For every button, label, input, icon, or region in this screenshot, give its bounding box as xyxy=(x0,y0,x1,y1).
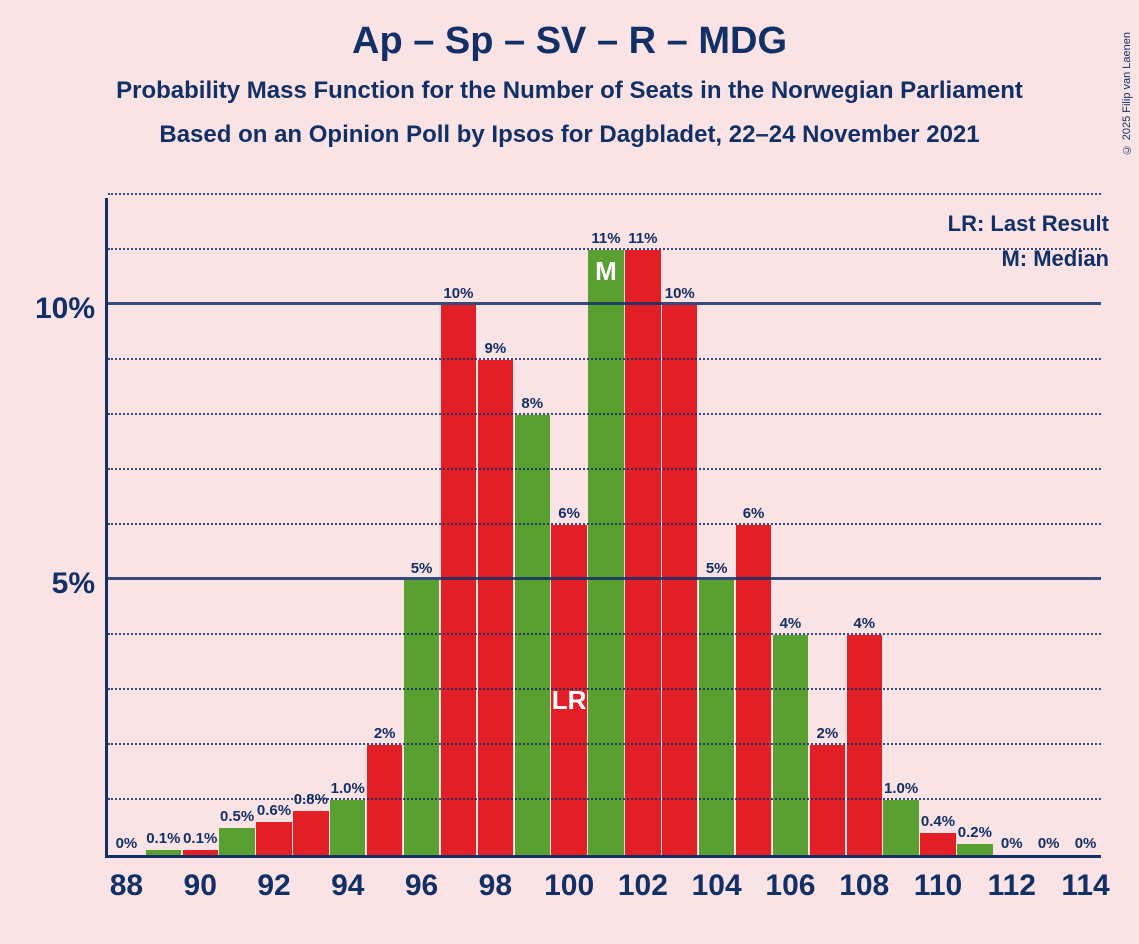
bar-inner-label: M xyxy=(588,256,623,287)
bar: 0.4% xyxy=(920,833,955,855)
x-tick-label: 98 xyxy=(479,869,512,903)
bar-value-label: 5% xyxy=(404,560,439,577)
y-tick-label: 5% xyxy=(25,567,95,601)
bar: 6% xyxy=(736,525,771,855)
bar-value-label: 0% xyxy=(1068,835,1103,852)
bar: 8% xyxy=(515,415,550,855)
bar: 5% xyxy=(404,580,439,855)
bar: 4% xyxy=(847,635,882,855)
bar-value-label: 0.2% xyxy=(957,824,992,841)
bar-value-label: 0% xyxy=(109,835,144,852)
chart-title: Ap – Sp – SV – R – MDG xyxy=(0,20,1139,63)
bar-value-label: 4% xyxy=(773,615,808,632)
bar: 5% xyxy=(699,580,734,855)
x-tick-label: 90 xyxy=(184,869,217,903)
x-tick-label: 102 xyxy=(618,869,668,903)
bar-value-label: 1.0% xyxy=(330,780,365,797)
x-tick-label: 108 xyxy=(839,869,889,903)
bar-value-label: 6% xyxy=(551,505,586,522)
x-tick-label: 94 xyxy=(331,869,364,903)
bar-value-label: 0.5% xyxy=(219,808,254,825)
gridline-major xyxy=(108,577,1101,580)
bar: 0.5% xyxy=(219,828,254,856)
bar: 0.8% xyxy=(293,811,328,855)
gridline-minor xyxy=(108,798,1101,800)
x-tick-label: 114 xyxy=(1061,869,1109,903)
plot-area: 0%0.1%0.1%0.5%0.6%0.8%1.0%2%5%10%9%8%6%L… xyxy=(105,198,1101,858)
gridline-minor xyxy=(108,743,1101,745)
gridline-minor xyxy=(108,358,1101,360)
gridline-minor xyxy=(108,633,1101,635)
bar-value-label: 0% xyxy=(994,835,1029,852)
gridline-minor xyxy=(108,468,1101,470)
chart-area: 0%0.1%0.1%0.5%0.6%0.8%1.0%2%5%10%9%8%6%L… xyxy=(105,198,1101,858)
x-tick-label: 92 xyxy=(257,869,290,903)
bar: 10% xyxy=(441,305,476,855)
x-tick-label: 104 xyxy=(692,869,742,903)
bar-value-label: 11% xyxy=(625,230,660,247)
x-tick-label: 106 xyxy=(765,869,815,903)
bars-container: 0%0.1%0.1%0.5%0.6%0.8%1.0%2%5%10%9%8%6%L… xyxy=(108,198,1101,855)
bar-value-label: 0.1% xyxy=(146,830,181,847)
y-tick-label: 10% xyxy=(25,292,95,326)
bar: 6%LR xyxy=(551,525,586,855)
bar: 0.1% xyxy=(146,850,181,856)
gridline-minor xyxy=(108,688,1101,690)
chart-subtitle-1: Probability Mass Function for the Number… xyxy=(0,77,1139,105)
gridline-minor xyxy=(108,248,1101,250)
x-tick-label: 96 xyxy=(405,869,438,903)
gridline-minor xyxy=(108,413,1101,415)
bar: 11%M xyxy=(588,250,623,855)
bar-value-label: 6% xyxy=(736,505,771,522)
bar: 11% xyxy=(625,250,660,855)
bar: 9% xyxy=(478,360,513,855)
bar-value-label: 10% xyxy=(441,285,476,302)
bar-value-label: 11% xyxy=(588,230,623,247)
bar: 2% xyxy=(810,745,845,855)
bar-value-label: 10% xyxy=(662,285,697,302)
bar-value-label: 0.1% xyxy=(183,830,218,847)
bar: 10% xyxy=(662,305,697,855)
bar-value-label: 0% xyxy=(1031,835,1066,852)
chart-subtitle-2: Based on an Opinion Poll by Ipsos for Da… xyxy=(0,121,1139,149)
x-tick-label: 110 xyxy=(914,869,962,903)
bar-value-label: 1.0% xyxy=(883,780,918,797)
bar-value-label: 5% xyxy=(699,560,734,577)
gridline-minor xyxy=(108,523,1101,525)
x-tick-label: 88 xyxy=(110,869,143,903)
x-tick-label: 100 xyxy=(544,869,594,903)
bar-value-label: 9% xyxy=(478,340,513,357)
bar: 0.6% xyxy=(256,822,291,855)
bar-value-label: 8% xyxy=(515,395,550,412)
bar-value-label: 4% xyxy=(847,615,882,632)
bar-value-label: 0.4% xyxy=(920,813,955,830)
bar-value-label: 2% xyxy=(367,725,402,742)
gridline-minor xyxy=(108,193,1101,195)
bar-value-label: 2% xyxy=(810,725,845,742)
bar: 1.0% xyxy=(330,800,365,855)
bar: 0.2% xyxy=(957,844,992,855)
copyright-text: © 2025 Filip van Laenen xyxy=(1121,32,1133,155)
bar-value-label: 0.6% xyxy=(256,802,291,819)
bar: 2% xyxy=(367,745,402,855)
x-tick-label: 112 xyxy=(988,869,1036,903)
bar: 4% xyxy=(773,635,808,855)
bar: 1.0% xyxy=(883,800,918,855)
gridline-major xyxy=(108,302,1101,305)
bar-inner-label: LR xyxy=(551,685,586,716)
bar: 0.1% xyxy=(183,850,218,856)
